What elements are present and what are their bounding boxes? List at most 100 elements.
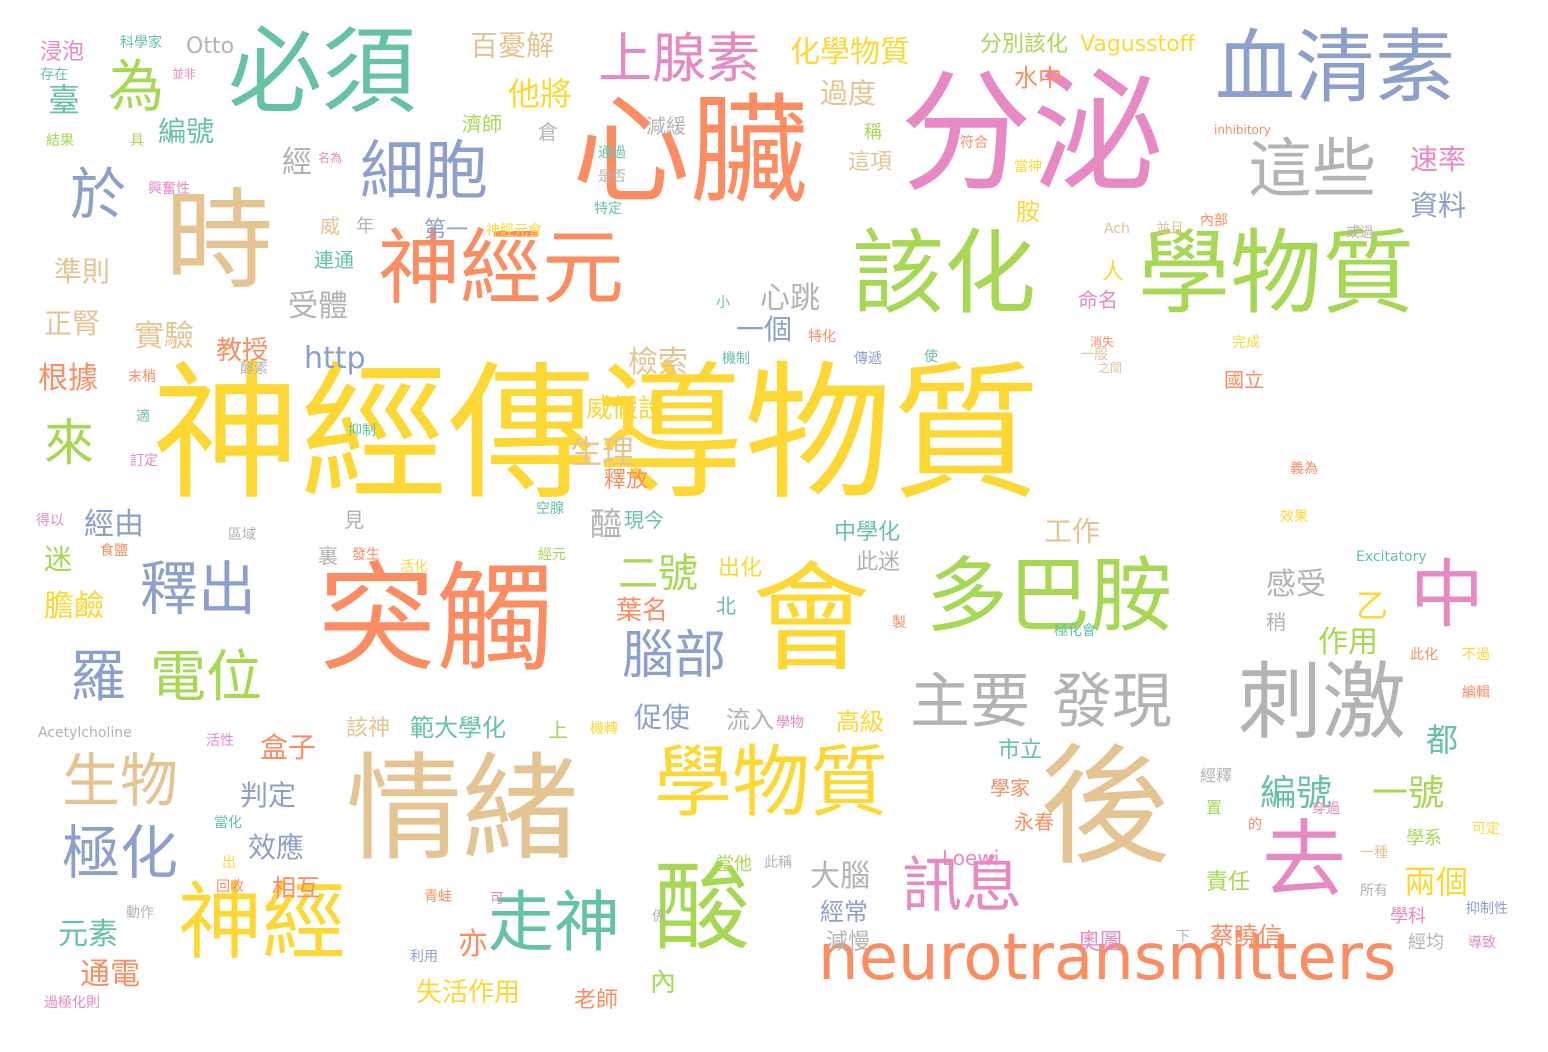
cloud-word: 威 xyxy=(320,214,340,238)
cloud-word: 或過 xyxy=(1346,225,1374,241)
cloud-word: 減慢 xyxy=(826,930,871,955)
cloud-word: 得以 xyxy=(36,513,64,529)
cloud-word: 臺 xyxy=(48,81,81,119)
cloud-word: 效果 xyxy=(1280,509,1308,525)
cloud-word: 中學化 xyxy=(834,520,901,545)
cloud-word: 該化 xyxy=(852,220,1037,327)
cloud-word: 學家 xyxy=(990,776,1030,800)
cloud-word: 膽鹼 xyxy=(44,589,104,624)
cloud-word: 都 xyxy=(1426,721,1459,759)
cloud-word: 特定 xyxy=(594,201,622,217)
cloud-word: 分泌 xyxy=(900,57,1164,211)
cloud-word: Excitatory xyxy=(1356,549,1427,565)
cloud-word: 化學物質 xyxy=(790,35,910,70)
cloud-word: 後 xyxy=(1040,731,1171,883)
cloud-word: 過極化則 xyxy=(44,995,100,1011)
cloud-word: 可定 xyxy=(1472,821,1500,837)
cloud-word: 神經 xyxy=(178,873,347,971)
cloud-word: 的 xyxy=(1248,817,1262,833)
cloud-word: 促使 xyxy=(634,701,691,734)
cloud-word: 去 xyxy=(1262,811,1347,909)
cloud-word: 葉名 xyxy=(616,596,669,626)
cloud-word: 末梢 xyxy=(128,369,156,385)
cloud-word: 羅 xyxy=(70,645,126,710)
cloud-word: Otto xyxy=(186,34,235,59)
cloud-word: 二號 xyxy=(618,551,698,597)
cloud-word: 編輯 xyxy=(1462,685,1490,701)
cloud-word: 經 xyxy=(282,145,312,180)
cloud-word: 編號 xyxy=(158,115,215,148)
cloud-word: 檢索 xyxy=(628,345,688,380)
cloud-word: 極化 xyxy=(62,819,179,887)
cloud-word: 一個 xyxy=(736,313,793,346)
cloud-word: 流入 xyxy=(726,706,774,734)
cloud-word: 釋放 xyxy=(604,468,649,493)
cloud-word: 特化 xyxy=(808,329,836,345)
cloud-word: 時 xyxy=(165,179,274,304)
cloud-word: 電位 xyxy=(150,645,262,710)
cloud-word: 來 xyxy=(44,414,94,472)
cloud-word: 是否 xyxy=(598,169,626,185)
cloud-word: 當他 xyxy=(716,854,752,875)
cloud-word: 連通 xyxy=(314,248,354,272)
cloud-word: 抑制 xyxy=(348,423,376,439)
cloud-word: 學科 xyxy=(1390,906,1426,927)
cloud-word: 活化 xyxy=(400,559,428,575)
cloud-word: 符合 xyxy=(960,135,988,151)
cloud-word: 突觸 xyxy=(318,550,555,688)
cloud-word: 奧圖 xyxy=(1078,930,1123,955)
cloud-word: 濟師 xyxy=(462,112,502,136)
cloud-word: 穿過 xyxy=(1312,801,1340,817)
cloud-word: 內 xyxy=(650,968,677,998)
cloud-word: 並非 xyxy=(172,67,197,81)
cloud-word: 發生 xyxy=(352,547,380,563)
cloud-word: 感受 xyxy=(1266,567,1326,602)
cloud-word: 蔡曉信 xyxy=(1210,922,1282,950)
cloud-word: 之間 xyxy=(1098,361,1123,375)
cloud-word: 空腺 xyxy=(536,501,564,517)
cloud-word: 神經元 xyxy=(378,221,625,316)
cloud-word: 必須 xyxy=(228,18,417,127)
cloud-word: 經元 xyxy=(538,547,566,563)
cloud-word: 稍 xyxy=(1266,610,1286,634)
cloud-word: 義為 xyxy=(1290,461,1318,477)
cloud-word: 高級 xyxy=(836,708,884,736)
cloud-word: neurotransmitters xyxy=(818,921,1397,995)
cloud-word: 相互 xyxy=(272,874,320,902)
cloud-word: 責任 xyxy=(1206,870,1251,895)
cloud-word: 導致 xyxy=(1468,935,1496,951)
cloud-word: 回收 xyxy=(216,879,244,895)
cloud-word: 係 xyxy=(652,909,666,925)
cloud-word: 資料 xyxy=(1410,189,1467,222)
cloud-word: 乙 xyxy=(1356,587,1389,625)
cloud-word: 完成 xyxy=(1232,335,1260,351)
cloud-word: 經常 xyxy=(820,898,868,926)
cloud-word: 當神 xyxy=(1014,159,1042,175)
cloud-word: 上 xyxy=(548,718,568,742)
cloud-word: 腦部 xyxy=(622,626,727,686)
cloud-word: 心跳 xyxy=(760,281,820,316)
cloud-word: 會 xyxy=(752,550,871,688)
cloud-word: 學物質 xyxy=(654,738,889,828)
cloud-word: 這些 xyxy=(1248,133,1376,207)
cloud-word: 下 xyxy=(1176,929,1190,945)
cloud-word: 分別該化 xyxy=(980,32,1069,57)
cloud-word: 不過 xyxy=(1462,647,1490,663)
cloud-word: 他將 xyxy=(508,75,573,113)
cloud-word: 學物 xyxy=(776,715,804,731)
cloud-word: 經均 xyxy=(1408,932,1444,953)
cloud-word: 結果 xyxy=(46,133,74,149)
cloud-word: 製 xyxy=(892,615,906,631)
cloud-word: 胺 xyxy=(1016,198,1040,226)
cloud-word: 第一 xyxy=(424,218,469,243)
cloud-word: 神經元會 xyxy=(486,223,542,239)
cloud-word: 作用 xyxy=(1318,625,1378,660)
cloud-word: 現今 xyxy=(624,508,664,532)
cloud-word: 心臟 xyxy=(572,82,809,220)
cloud-word: 此迷 xyxy=(856,550,901,575)
cloud-word: 亦 xyxy=(458,927,488,962)
cloud-word: 老師 xyxy=(574,988,619,1013)
cloud-word: 教授 xyxy=(216,336,269,366)
cloud-word: 經釋 xyxy=(1200,766,1233,785)
